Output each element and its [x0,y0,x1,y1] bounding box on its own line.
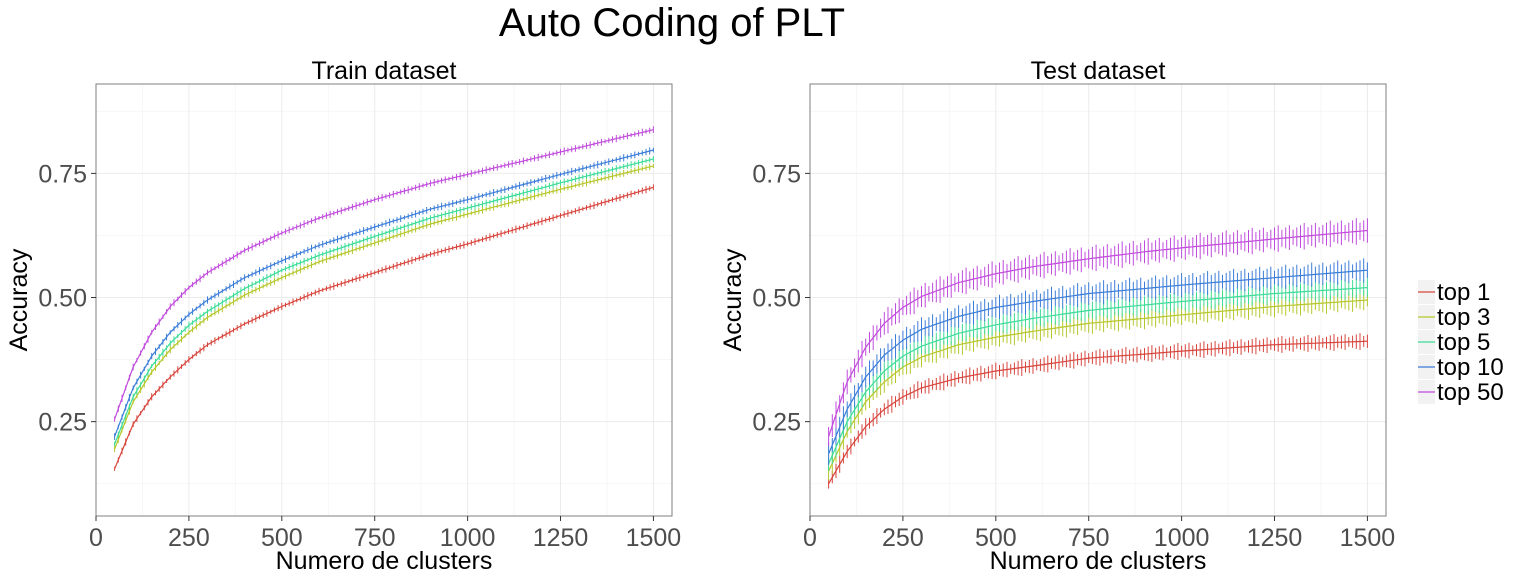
series-top-3 [828,290,1368,481]
y-tick-label: 0.50 [38,285,87,313]
x-tick-label: 1000 [1154,524,1210,552]
x-tick-label: 0 [89,524,103,552]
y-tick-label: 0.25 [38,409,87,437]
series-line [828,340,1368,485]
legend-label: top 10 [1437,354,1504,381]
x-tick-label: 1250 [533,524,589,552]
train-chart-title: Train dataset [312,57,457,85]
series-top-10 [828,258,1368,466]
x-tick-label: 500 [261,524,303,552]
series-line [114,158,654,445]
train-panel: 0 250 500 750 1000 1250 1500 0.25 0.50 0.75 Train … [5,57,681,575]
x-tick-label: 1000 [440,524,496,552]
x-tick-label: 1500 [626,524,682,552]
y-axis-label: Accuracy [5,248,33,351]
series-top-1 [828,333,1368,489]
series-line [114,186,654,470]
legend-item: top 3 [1418,304,1490,331]
legend-label: top 50 [1437,379,1504,406]
series-line [114,165,654,450]
series-line [828,299,1368,472]
x-tick-label: 0 [803,524,817,552]
series-top-1 [114,184,654,471]
test-panel: 0 250 500 750 1000 1250 1500 0.25 0.50 0.75 Test d… [719,57,1395,575]
series-top-5 [114,155,654,447]
x-tick-label: 750 [354,524,396,552]
series-top-3 [114,163,654,453]
test-chart-title: Test dataset [1031,57,1166,85]
x-tick-label: 1500 [1340,524,1396,552]
series-top-50 [114,126,654,422]
y-tick-label: 0.25 [752,409,801,437]
series-line [828,287,1368,465]
series-top-50 [828,218,1368,447]
y-axis-label: Accuracy [719,248,747,351]
series-line [828,269,1368,455]
panel-border [809,83,1387,517]
series-top-10 [114,147,654,440]
x-tick-label: 1250 [1247,524,1303,552]
legend-label: top 1 [1437,279,1490,306]
x-axis-label: Numero de clusters [276,547,493,575]
figure-title: Auto Coding of PLT [499,1,845,45]
legend-label: top 3 [1437,304,1490,331]
series-line [828,229,1368,437]
x-tick-label: 250 [882,524,924,552]
series-top-5 [828,278,1368,471]
y-tick-label: 0.75 [752,160,801,188]
legend-item: top 10 [1418,354,1504,381]
y-tick-label: 0.75 [38,160,87,188]
x-tick-label: 250 [168,524,210,552]
series-line [114,149,654,437]
x-tick-label: 500 [975,524,1017,552]
legend-label: top 5 [1437,329,1490,356]
legend-item: top 1 [1418,279,1490,306]
series-line [114,129,654,420]
y-tick-label: 0.50 [752,285,801,313]
x-tick-label: 750 [1068,524,1110,552]
legend-item: top 5 [1418,329,1490,356]
legend-item: top 50 [1418,379,1504,406]
x-axis-label: Numero de clusters [990,547,1207,575]
panel-border [95,83,673,517]
